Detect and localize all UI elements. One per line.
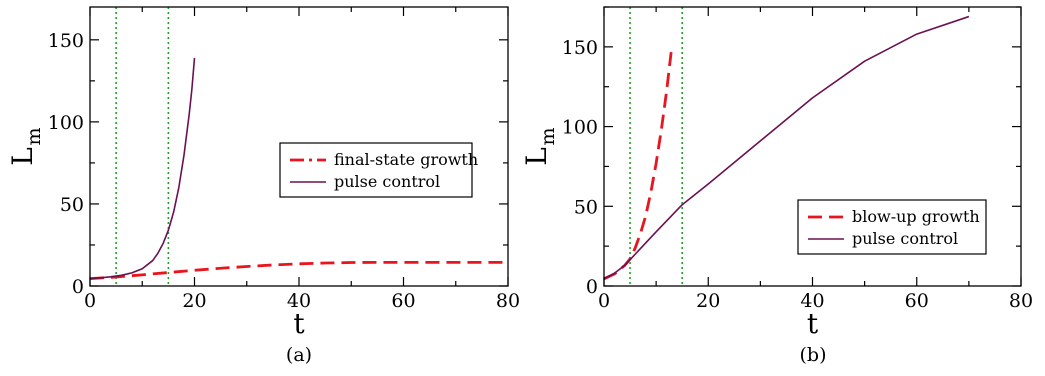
panel-a-legend-label-2: pulse control [334,172,440,191]
panel-a-y-axis-title-sub: m [23,127,45,145]
panel-a-legend-box [279,142,473,198]
panel-b-y-axis-title-main: L [520,147,553,166]
caption-b: (b) [800,344,827,366]
panel-a-y-tick-label: 150 [48,30,84,52]
panel-b-x-tick-label: 80 [1009,290,1033,312]
panel-a-x-tick-label: 60 [391,290,415,312]
panel-b-x-tick-label: 40 [800,290,824,312]
panel-a-y-axis-title-main: L [6,147,39,166]
panel-b-y-tick-label: 100 [562,117,598,139]
panel-b-legend-label-1: blow-up growth [852,207,980,226]
panel-b-legend-box [797,199,987,255]
panel-a-y-tick-label: 0 [72,276,84,298]
panel-a-x-tick-label: 40 [287,290,311,312]
panel-b-y-tick-label: 150 [562,37,598,59]
panel-a-x-tick-label: 0 [84,290,96,312]
panel-b-series-line-1 [604,46,674,281]
panel-a-y-tick-label: 100 [48,112,84,134]
panel-b-y-tick-label: 0 [586,276,598,298]
caption-a: (a) [286,344,312,366]
panel-a-x-tick-label: 20 [182,290,206,312]
panel-b-y-tick-label: 50 [574,196,598,218]
panel-a: 0 20 40 60 80 0 50 100 150 t Lm final-state growth p… [6,6,520,340]
panel-b-x-tick-label: 0 [598,290,610,312]
panel-b-plot-area [604,15,970,281]
panel-b-series-line-2 [604,15,970,280]
panel-a-series-line-2 [90,57,196,280]
panel-a-series-line-1 [90,260,508,281]
panel-b: 0 20 40 60 80 0 50 100 150 t Lm blow-up growth pulse… [520,6,1033,340]
panel-a-x-axis-title: t [293,307,305,340]
panel-a-x-tick-label: 80 [496,290,520,312]
panel-b-legend-label-2: pulse control [852,229,958,248]
panel-b-y-axis-title: Lm [520,127,559,165]
panel-b-x-tick-label: 60 [905,290,929,312]
panel-a-plot-area [90,57,508,281]
panel-b-x-axis-title: t [807,307,819,340]
panel-b-x-tick-label: 20 [696,290,720,312]
panel-b-y-axis-title-sub: m [537,127,559,145]
panel-a-y-tick-label: 50 [60,194,84,216]
panel-a-legend-label-1: final-state growth [334,150,478,169]
panel-a-y-axis-title: Lm [6,127,45,165]
